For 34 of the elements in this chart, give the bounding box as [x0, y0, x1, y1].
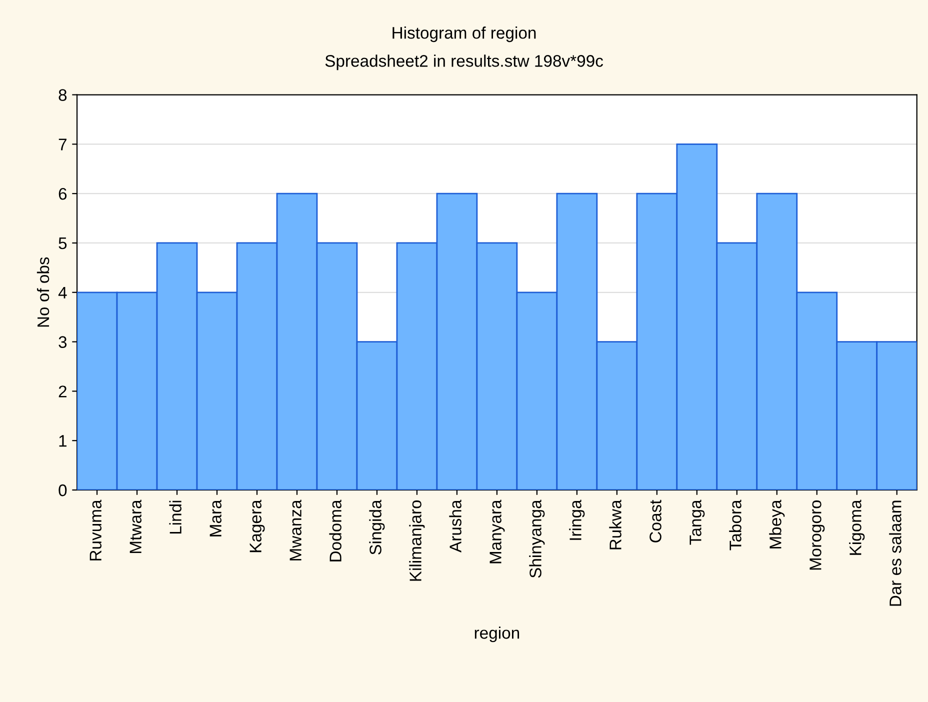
x-tick-label: Coast [650, 500, 662, 542]
y-tick-label: 0 [58, 484, 67, 496]
x-tick-label: Mtwara [130, 500, 142, 553]
x-axis-title: region [474, 626, 520, 642]
x-tick-label: Lindi [169, 500, 182, 534]
x-tick-label: Kilimanjaro [409, 500, 425, 581]
x-tick-label: Ruvuma [90, 500, 102, 560]
x-tick-label: Mara [210, 500, 222, 536]
x-tick-label: Rukwa [609, 500, 622, 550]
y-axis-title: No of obs [36, 257, 50, 327]
x-tick-label: Morogoro [810, 500, 825, 570]
y-tick-label: 4 [58, 286, 67, 298]
y-tick-label: 2 [58, 386, 66, 398]
y-tick-label: 1 [59, 435, 66, 447]
y-tick-label: 8 [58, 89, 67, 101]
x-tick-label: Manyara [490, 500, 505, 564]
x-tick-label: Mwanza [290, 500, 302, 560]
x-tick-label: Singida [369, 500, 385, 555]
x-tick-label: Shinyanga [529, 500, 545, 578]
x-tick-label: Tanga [690, 500, 705, 545]
x-tick-label: Arusha [449, 500, 462, 552]
x-tick-label: Tabora [729, 500, 742, 550]
x-tick-label: Mbeya [769, 500, 785, 548]
x-tick-label: Iringa [569, 500, 585, 540]
chart-subtitle: Spreadsheet2 in results.stw 198v*99c [325, 54, 603, 70]
chart-title: Histogram of region [392, 26, 536, 42]
x-tick-label: Kigoma [849, 500, 865, 555]
y-tick-label: 7 [58, 138, 66, 150]
y-tick-label: 3 [58, 336, 67, 348]
x-tick-label: Dar es salaam [889, 500, 902, 606]
x-tick-label: Dodoma [329, 500, 342, 562]
y-tick-label: 5 [58, 238, 67, 250]
x-tick-label: Kagera [250, 500, 265, 552]
y-tick-label: 6 [58, 188, 67, 200]
